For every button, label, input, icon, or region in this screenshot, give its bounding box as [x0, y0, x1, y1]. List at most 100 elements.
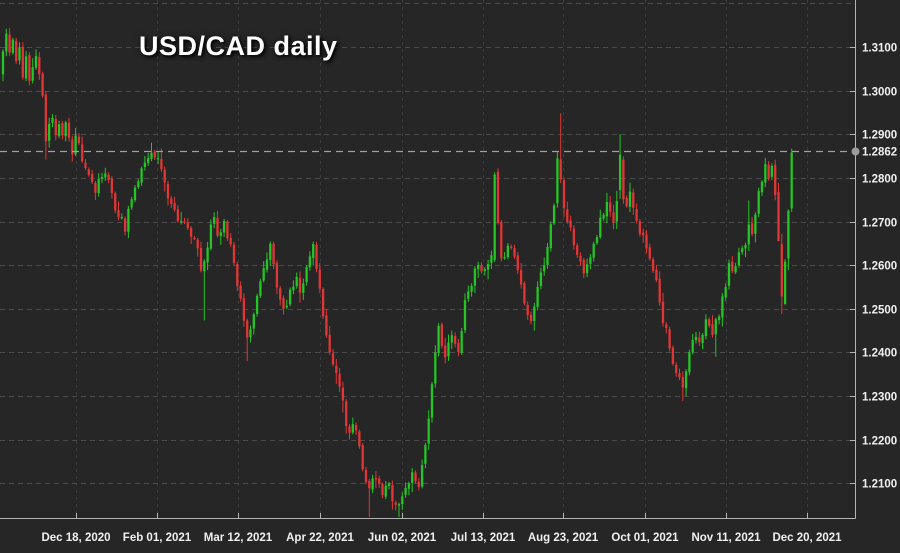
candle-body-down — [236, 264, 239, 287]
candle-body-up — [467, 291, 470, 299]
candle-body-down — [318, 269, 321, 289]
candle-body-up — [401, 496, 404, 504]
candle-body-up — [691, 340, 694, 353]
candle-body-up — [255, 295, 259, 314]
candle-body-up — [262, 268, 265, 281]
candle-body-up — [483, 269, 486, 272]
candle-body-down — [523, 283, 526, 304]
candle-body-down — [417, 481, 420, 488]
candle-body-down — [774, 164, 777, 196]
candle-body-down — [711, 324, 714, 336]
candle-body-up — [265, 259, 269, 270]
y-axis-label: 1.2900 — [862, 130, 897, 142]
candle-body-up — [97, 178, 100, 194]
candle-body-up — [701, 334, 704, 344]
candle-body-up — [754, 214, 757, 234]
candle-body-up — [764, 164, 767, 183]
candle-body-down — [645, 234, 648, 249]
candle-body-up — [285, 305, 288, 308]
candle-body-down — [315, 244, 318, 269]
x-axis-label: Nov 11, 2021 — [691, 532, 761, 544]
candle-body-down — [61, 123, 64, 136]
candle-body-up — [734, 266, 737, 273]
candle-body-down — [275, 262, 279, 288]
candle-body-up — [156, 158, 160, 160]
candle-body-up — [757, 191, 760, 214]
candle-body-up — [371, 478, 374, 490]
candle-body-down — [381, 484, 384, 496]
candle-body-down — [239, 285, 242, 299]
candle-body-up — [486, 264, 490, 270]
candle-body-up — [694, 336, 698, 341]
candle-body-up — [249, 329, 252, 338]
candle-body-up — [24, 56, 28, 79]
candle-body-down — [572, 228, 576, 246]
candle-body-down — [84, 162, 87, 169]
candle-body-down — [173, 202, 176, 210]
candle-body-up — [147, 158, 150, 163]
candle-body-down — [480, 265, 483, 272]
candle-body-down — [54, 119, 57, 136]
candle-body-down — [87, 169, 90, 175]
candle-body-down — [229, 237, 232, 245]
candle-body-up — [463, 300, 467, 331]
candles-layer — [1, 28, 793, 518]
candle-body-up — [206, 247, 209, 263]
candle-body-up — [602, 214, 605, 219]
candle-body-down — [282, 298, 285, 309]
candle-body-up — [34, 56, 38, 68]
candle-body-down — [232, 244, 236, 264]
candle-body-up — [503, 257, 506, 259]
candle-body-down — [453, 336, 457, 344]
y-axis-label: 1.2400 — [862, 348, 897, 360]
candle-body-up — [615, 201, 618, 222]
candle-body-down — [153, 151, 156, 158]
candle-body-up — [727, 263, 731, 286]
candle-body-up — [493, 174, 496, 260]
y-axis-label: 1.3000 — [862, 87, 897, 99]
candle-body-up — [31, 67, 34, 81]
candle-body-down — [678, 373, 681, 378]
candle-body-down — [582, 260, 585, 274]
candle-body-down — [519, 270, 523, 285]
candle-body-down — [658, 278, 661, 303]
candle-body-up — [717, 316, 721, 321]
candle-body-down — [651, 259, 655, 271]
candle-body-up — [387, 483, 391, 487]
candle-body-down — [77, 136, 81, 144]
y-axis-label: 1.2800 — [862, 174, 897, 186]
candle-body-down — [81, 144, 84, 162]
chart-title: USD/CAD daily — [139, 31, 338, 61]
candle-body-down — [176, 209, 180, 222]
candle-body-down — [279, 288, 282, 300]
candle-body-down — [15, 40, 18, 62]
candle-body-down — [529, 314, 533, 322]
candle-body-down — [170, 198, 173, 205]
candle-body-down — [328, 334, 331, 353]
candle-body-up — [599, 217, 602, 238]
candle-body-up — [460, 330, 463, 353]
candle-body-down — [216, 217, 219, 236]
candle-body-up — [411, 472, 414, 484]
candle-body-down — [21, 46, 24, 78]
candle-body-down — [8, 34, 11, 53]
y-axis-label: 1.2100 — [862, 479, 897, 491]
candle-body-up — [288, 289, 292, 305]
candle-body-up — [302, 283, 305, 293]
candle-body-up — [308, 256, 312, 268]
candle-body-up — [552, 205, 556, 224]
candle-body-up — [628, 191, 632, 207]
candle-body-up — [427, 418, 430, 444]
candle-body-down — [642, 232, 645, 236]
candle-body-up — [5, 33, 8, 52]
candle-body-down — [671, 347, 675, 364]
candle-body-down — [90, 173, 94, 182]
candle-body-down — [579, 255, 582, 262]
candle-body-down — [635, 209, 638, 221]
candle-body-up — [506, 245, 510, 258]
candle-body-down — [199, 247, 203, 271]
x-axis-label: Feb 01, 2021 — [123, 532, 192, 544]
candle-body-up — [430, 384, 434, 418]
candle-body-down — [348, 426, 351, 433]
